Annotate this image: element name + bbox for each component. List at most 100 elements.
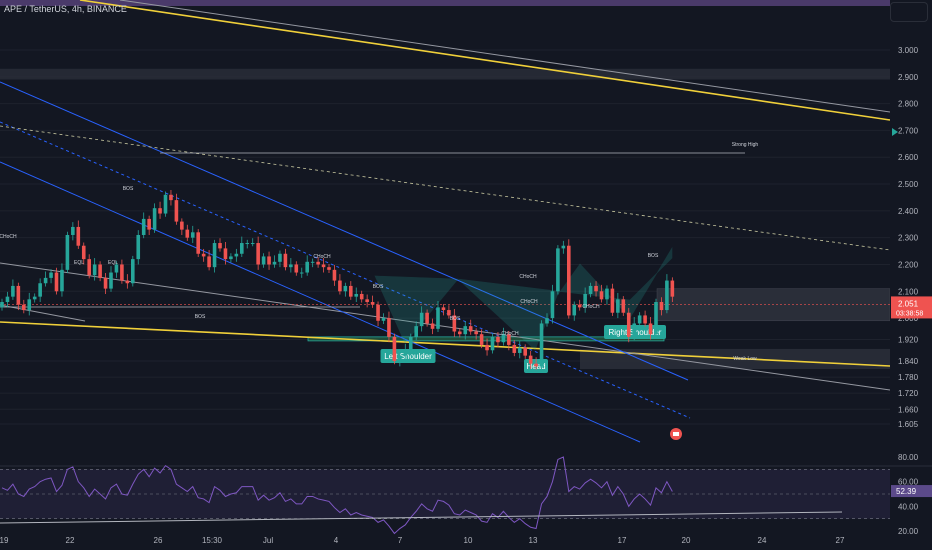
candle-body xyxy=(43,277,48,284)
rsi-tick-label: 40.00 xyxy=(898,502,919,511)
candle-body xyxy=(234,253,239,257)
candle xyxy=(648,317,653,340)
candle-body xyxy=(229,256,233,260)
candle-body xyxy=(643,315,647,324)
candle xyxy=(463,321,468,340)
candle xyxy=(670,277,675,303)
candle-body xyxy=(654,302,658,335)
candle xyxy=(517,341,522,359)
candle xyxy=(354,287,359,303)
candle-body xyxy=(0,302,4,308)
candle-body xyxy=(38,283,42,297)
candle-body xyxy=(463,326,468,335)
price-tick-label: 2.000 xyxy=(898,314,919,323)
candle xyxy=(310,258,315,268)
candle-body xyxy=(98,264,102,278)
candle xyxy=(92,258,97,281)
candle-body xyxy=(283,253,288,268)
candle xyxy=(474,328,478,340)
candle xyxy=(256,236,260,270)
candle xyxy=(283,248,288,271)
candle-body xyxy=(60,269,64,292)
time-axis: 19 22 26 15:30 Jul 4 7 10 13 17 20 24 27 xyxy=(0,536,845,545)
structure-label: CHoCH xyxy=(313,254,331,260)
candle-body xyxy=(616,299,620,313)
time-tick-label: 20 xyxy=(682,536,691,545)
candle-body xyxy=(190,232,195,238)
rsi-tick-label: 20.00 xyxy=(898,527,919,536)
price-tick-label: 2.700 xyxy=(898,126,919,135)
candle-body xyxy=(343,285,348,292)
candle xyxy=(120,259,124,284)
candle-body xyxy=(65,234,70,270)
rsi-tick-label: 60.00 xyxy=(898,478,919,487)
candle-body xyxy=(16,285,21,305)
candle xyxy=(583,287,587,313)
candle-body xyxy=(605,288,609,300)
candle xyxy=(572,301,577,321)
candle-body xyxy=(131,259,135,284)
candle-body xyxy=(458,331,462,335)
candle-body xyxy=(365,299,369,303)
alert-icon-mark xyxy=(673,432,679,436)
flag-icon xyxy=(892,128,898,136)
symbol-title: APE / TetherUS, 4h, BINANCE xyxy=(4,4,127,14)
candle-body xyxy=(359,293,364,300)
candle xyxy=(201,248,206,262)
candle-body xyxy=(125,280,130,284)
candle-body xyxy=(376,304,380,321)
candle-body xyxy=(261,256,266,265)
candle-body xyxy=(474,331,478,335)
candle-body xyxy=(201,253,206,257)
candle xyxy=(376,301,380,327)
candle xyxy=(76,220,81,249)
price-tick-label: 3.000 xyxy=(898,46,919,55)
candle xyxy=(610,283,615,316)
candle-body xyxy=(408,336,413,351)
last-price-tag: 2.051 03:38:58 xyxy=(891,296,932,319)
candle xyxy=(528,350,533,370)
candle xyxy=(98,261,102,282)
price-tick-label: 1.720 xyxy=(898,389,919,398)
candle xyxy=(114,261,119,278)
candle-body xyxy=(11,285,15,297)
candle-body xyxy=(256,243,260,265)
price-tick-label: 1.780 xyxy=(898,373,919,382)
candle xyxy=(316,256,320,268)
candle xyxy=(370,295,375,308)
candle-body xyxy=(54,272,59,292)
price-tick-label: 2.300 xyxy=(898,234,919,243)
candle-body xyxy=(577,304,582,308)
price-tick-label: 2.900 xyxy=(898,73,919,82)
candle xyxy=(621,296,626,316)
candle xyxy=(605,285,609,305)
candle-body xyxy=(305,261,309,273)
candle-body xyxy=(452,315,457,332)
candle-body xyxy=(670,280,675,297)
price-tick-label: 2.400 xyxy=(898,207,919,216)
candle-body xyxy=(81,245,86,260)
candle xyxy=(54,267,59,295)
time-tick-label: 15:30 xyxy=(202,536,223,545)
candle xyxy=(392,333,397,365)
candle xyxy=(447,305,451,319)
candle-body xyxy=(583,293,587,308)
candle-body xyxy=(381,318,386,321)
candle-body xyxy=(321,264,326,268)
top-band xyxy=(0,0,890,6)
price-tick-label: 2.100 xyxy=(898,287,919,296)
candle-body xyxy=(626,312,631,337)
menu-button[interactable] xyxy=(890,2,928,22)
candle xyxy=(65,231,70,274)
candle xyxy=(272,255,277,268)
candle xyxy=(507,330,511,351)
pattern-text: Left Shoulder xyxy=(384,352,432,361)
candle xyxy=(659,297,664,316)
candle xyxy=(501,327,506,346)
candle xyxy=(223,241,228,265)
rsi-current-bg xyxy=(891,485,932,498)
candles xyxy=(0,189,675,372)
candle xyxy=(654,298,658,338)
candle-body xyxy=(588,285,593,294)
